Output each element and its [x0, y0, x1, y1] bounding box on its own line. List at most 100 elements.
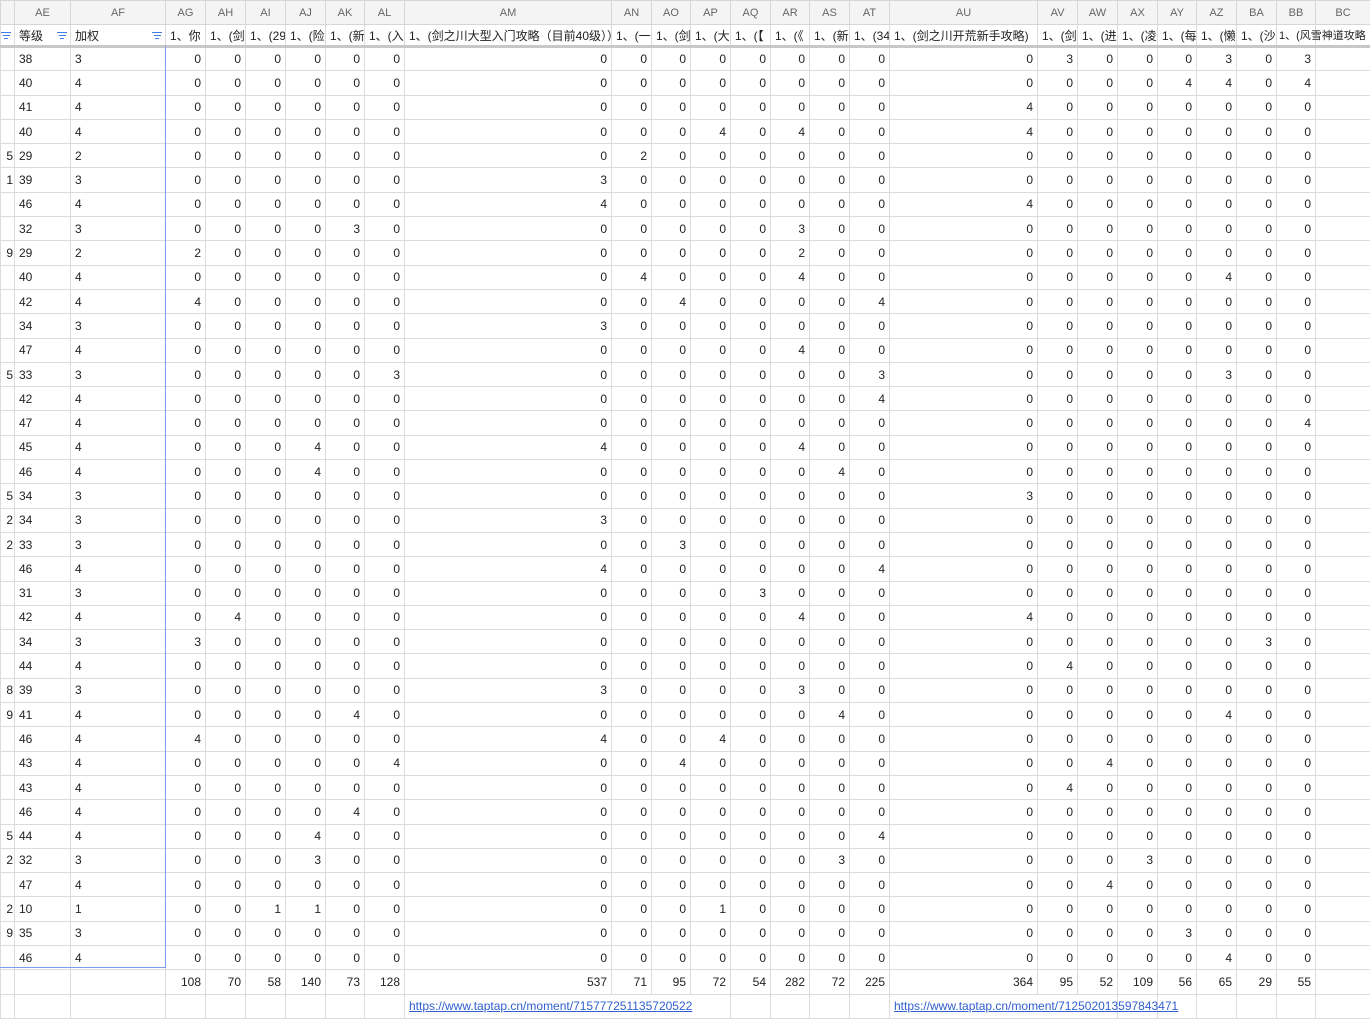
empty-cell[interactable]: [1316, 484, 1370, 508]
value-cell-ba[interactable]: 0: [1237, 289, 1277, 313]
value-cell-ba[interactable]: 0: [1237, 605, 1277, 629]
level-cell[interactable]: 42: [15, 387, 71, 411]
value-cell-ag[interactable]: 0: [166, 775, 206, 799]
total-cell-ak[interactable]: 73: [326, 970, 365, 994]
value-cell-au[interactable]: 0: [890, 435, 1038, 459]
value-cell-ar[interactable]: 0: [771, 703, 810, 727]
value-cell-az[interactable]: 0: [1197, 751, 1237, 775]
value-cell-ax[interactable]: 0: [1118, 95, 1158, 119]
value-cell-aj[interactable]: 0: [286, 314, 326, 338]
total-cell-aj[interactable]: 140: [286, 970, 326, 994]
value-cell-at[interactable]: 0: [850, 751, 890, 775]
value-cell-au[interactable]: 0: [890, 630, 1038, 654]
value-cell-bb[interactable]: 0: [1277, 289, 1316, 313]
column-header-ah[interactable]: AH: [206, 1, 246, 25]
value-cell-ag[interactable]: 0: [166, 217, 206, 241]
value-cell-ay[interactable]: 0: [1158, 338, 1197, 362]
value-cell-ax[interactable]: 0: [1118, 630, 1158, 654]
value-cell-au[interactable]: 0: [890, 387, 1038, 411]
value-cell-au[interactable]: 0: [890, 703, 1038, 727]
value-cell-al[interactable]: 0: [365, 217, 405, 241]
value-cell-aj[interactable]: 0: [286, 289, 326, 313]
value-cell-ak[interactable]: 0: [326, 921, 365, 945]
value-cell-aw[interactable]: 0: [1078, 241, 1118, 265]
value-cell-ak[interactable]: 0: [326, 751, 365, 775]
value-cell-ay[interactable]: 0: [1158, 484, 1197, 508]
value-cell-bb[interactable]: 0: [1277, 314, 1316, 338]
value-cell-am[interactable]: 3: [405, 678, 612, 702]
value-cell-aq[interactable]: 0: [731, 897, 771, 921]
value-cell-as[interactable]: 0: [810, 897, 850, 921]
value-cell-al[interactable]: 0: [365, 654, 405, 678]
value-cell-ao[interactable]: 0: [652, 47, 691, 71]
value-cell-aq[interactable]: 0: [731, 362, 771, 386]
empty-cell[interactable]: [1316, 314, 1370, 338]
value-cell-aq[interactable]: 0: [731, 460, 771, 484]
value-cell-ao[interactable]: 0: [652, 119, 691, 143]
value-cell-aj[interactable]: 0: [286, 508, 326, 532]
value-cell-ar[interactable]: 3: [771, 678, 810, 702]
value-cell-ah[interactable]: 0: [206, 727, 246, 751]
value-cell-al[interactable]: 0: [365, 727, 405, 751]
column-header-ax[interactable]: AX: [1118, 1, 1158, 25]
value-cell-ay[interactable]: 0: [1158, 727, 1197, 751]
value-cell-al[interactable]: 0: [365, 71, 405, 95]
value-cell-az[interactable]: 3: [1197, 362, 1237, 386]
value-cell-az[interactable]: 0: [1197, 557, 1237, 581]
value-cell-aq[interactable]: 0: [731, 71, 771, 95]
value-cell-ap[interactable]: 0: [691, 387, 731, 411]
value-cell-au[interactable]: 0: [890, 168, 1038, 192]
value-cell-av[interactable]: 0: [1038, 460, 1078, 484]
weight-cell[interactable]: 2: [71, 144, 166, 168]
value-cell-ba[interactable]: 0: [1237, 217, 1277, 241]
value-cell-an[interactable]: 0: [612, 435, 652, 459]
column-header-ay[interactable]: AY: [1158, 1, 1197, 25]
value-cell-ba[interactable]: 0: [1237, 484, 1277, 508]
value-cell-ak[interactable]: 0: [326, 630, 365, 654]
value-cell-at[interactable]: 0: [850, 435, 890, 459]
value-cell-aq[interactable]: 0: [731, 800, 771, 824]
value-cell-al[interactable]: 0: [365, 581, 405, 605]
value-cell-bb[interactable]: 0: [1277, 873, 1316, 897]
row-partial-cell[interactable]: 1: [1, 168, 15, 192]
value-cell-ak[interactable]: 4: [326, 800, 365, 824]
value-cell-ay[interactable]: 0: [1158, 824, 1197, 848]
value-cell-ay[interactable]: 0: [1158, 411, 1197, 435]
value-cell-au[interactable]: 0: [890, 848, 1038, 872]
value-cell-ah[interactable]: 0: [206, 338, 246, 362]
value-cell-as[interactable]: 0: [810, 289, 850, 313]
value-cell-av[interactable]: 0: [1038, 71, 1078, 95]
value-cell-ai[interactable]: 0: [246, 144, 286, 168]
value-cell-av[interactable]: 0: [1038, 800, 1078, 824]
value-cell-ba[interactable]: 0: [1237, 873, 1277, 897]
value-cell-an[interactable]: 0: [612, 241, 652, 265]
value-cell-ay[interactable]: 0: [1158, 654, 1197, 678]
value-cell-av[interactable]: 0: [1038, 557, 1078, 581]
value-cell-aj[interactable]: 4: [286, 824, 326, 848]
value-cell-ah[interactable]: 0: [206, 144, 246, 168]
empty-cell[interactable]: [1316, 727, 1370, 751]
value-cell-az[interactable]: 0: [1197, 460, 1237, 484]
value-cell-au[interactable]: 0: [890, 897, 1038, 921]
value-cell-ao[interactable]: 0: [652, 581, 691, 605]
value-cell-at[interactable]: 0: [850, 703, 890, 727]
level-cell[interactable]: 33: [15, 362, 71, 386]
value-cell-ax[interactable]: 0: [1118, 435, 1158, 459]
value-cell-az[interactable]: 0: [1197, 241, 1237, 265]
value-cell-bb[interactable]: 0: [1277, 848, 1316, 872]
value-cell-aj[interactable]: 0: [286, 71, 326, 95]
value-cell-ba[interactable]: 0: [1237, 897, 1277, 921]
level-cell[interactable]: 43: [15, 775, 71, 799]
value-cell-aq[interactable]: 0: [731, 338, 771, 362]
value-cell-as[interactable]: 0: [810, 630, 850, 654]
value-cell-bb[interactable]: 0: [1277, 484, 1316, 508]
empty-cell[interactable]: [206, 994, 246, 1018]
value-cell-av[interactable]: 0: [1038, 119, 1078, 143]
value-cell-ai[interactable]: 0: [246, 800, 286, 824]
value-cell-au[interactable]: 0: [890, 411, 1038, 435]
value-cell-ax[interactable]: 0: [1118, 678, 1158, 702]
row-partial-cell[interactable]: [1, 119, 15, 143]
value-cell-ah[interactable]: 0: [206, 71, 246, 95]
value-cell-aq[interactable]: 0: [731, 95, 771, 119]
level-cell[interactable]: 34: [15, 314, 71, 338]
